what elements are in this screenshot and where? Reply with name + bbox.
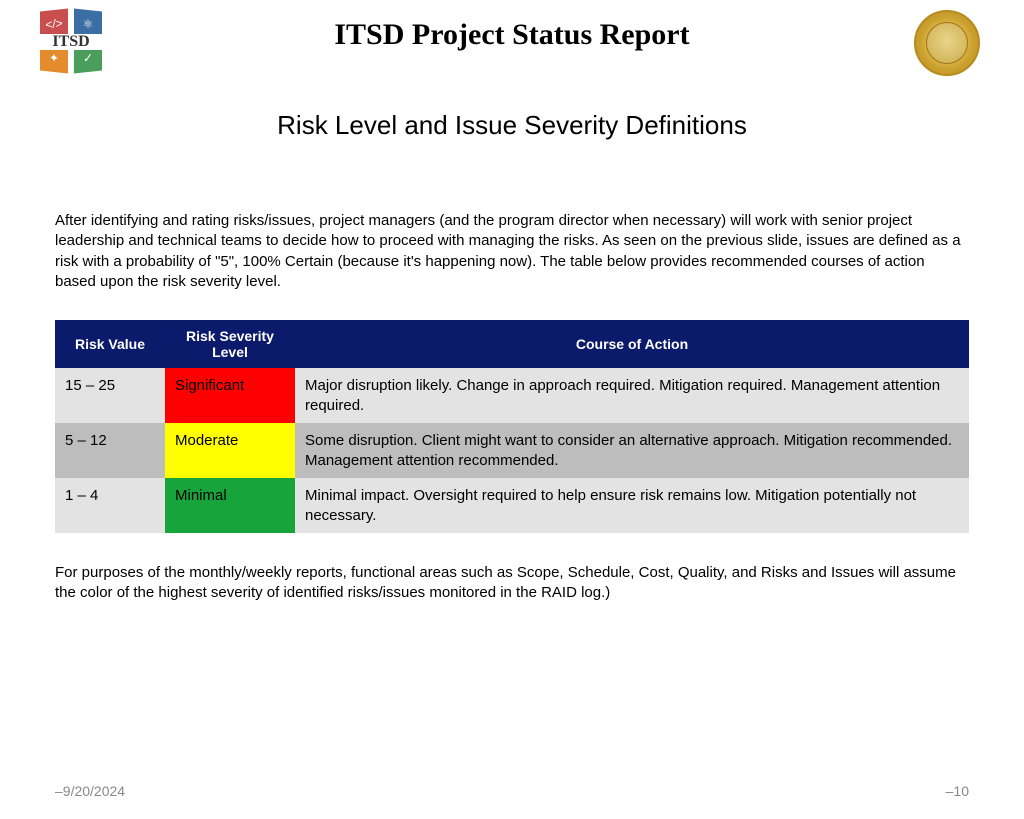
col-course-of-action: Course of Action [295,320,969,368]
cell-risk-value: 1 – 4 [55,478,165,533]
table-header-row: Risk Value Risk Severity Level Course of… [55,320,969,368]
page-subtitle: Risk Level and Issue Severity Definition… [0,110,1024,141]
cell-severity: Minimal [165,478,295,533]
footer-date: –9/20/2024 [55,783,125,799]
col-risk-severity: Risk Severity Level [165,320,295,368]
col-risk-value: Risk Value [55,320,165,368]
footer: –9/20/2024 –10 [0,783,1024,799]
risk-table: Risk Value Risk Severity Level Course of… [55,320,969,533]
content: After identifying and rating risks/issue… [0,211,1024,604]
intro-paragraph: After identifying and rating risks/issue… [55,211,969,292]
footer-page: –10 [946,783,969,799]
table-row: 1 – 4MinimalMinimal impact. Oversight re… [55,478,969,533]
cell-action: Some disruption. Client might want to co… [295,423,969,478]
page-title: ITSD Project Status Report [110,10,914,52]
table-row: 5 – 12ModerateSome disruption. Client mi… [55,423,969,478]
cell-action: Major disruption likely. Change in appro… [295,368,969,423]
cell-risk-value: 15 – 25 [55,368,165,423]
cell-action: Minimal impact. Oversight required to he… [295,478,969,533]
cell-severity: Moderate [165,423,295,478]
itsd-logo: </> ⚛ ✦ ✓ ITSD [40,10,110,80]
table-row: 15 – 25SignificantMajor disruption likel… [55,368,969,423]
cell-severity: Significant [165,368,295,423]
state-seal-icon [914,10,984,80]
outro-paragraph: For purposes of the monthly/weekly repor… [55,563,969,604]
header: </> ⚛ ✦ ✓ ITSD ITSD Project Status Repor… [0,0,1024,80]
cell-risk-value: 5 – 12 [55,423,165,478]
itsd-logo-text: ITSD [40,34,102,50]
